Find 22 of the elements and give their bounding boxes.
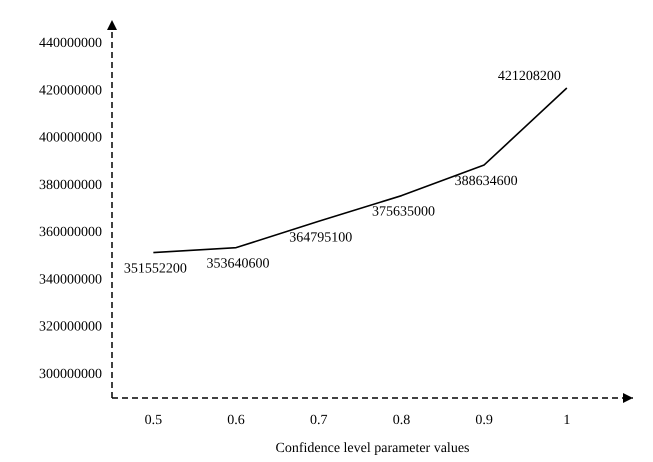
- x-tick-label: 0.8: [392, 413, 410, 428]
- data-label: 364795100: [289, 230, 352, 246]
- y-tick-label: 340000000: [39, 272, 102, 288]
- x-tick-label: 0.6: [227, 413, 245, 428]
- data-label: 421208200: [498, 69, 561, 84]
- y-tick-label: 420000000: [39, 83, 102, 98]
- line-series: [152, 87, 568, 254]
- y-tick-label: 380000000: [39, 178, 102, 193]
- data-label: 375635000: [372, 204, 435, 220]
- data-label: 388634600: [454, 174, 518, 189]
- data-label: 353640600: [206, 256, 270, 272]
- y-tick-label: 360000000: [39, 225, 102, 240]
- x-tick-label: 1: [563, 413, 570, 428]
- data-label: 351552200: [124, 262, 187, 277]
- y-tick-label: 400000000: [39, 130, 102, 146]
- y-tick-label: 320000000: [39, 320, 102, 335]
- y-tick-label: 440000000: [39, 36, 102, 52]
- x-axis-title: Confidence level parameter values: [276, 441, 470, 456]
- x-tick-label: 0.5: [144, 413, 162, 428]
- x-tick-label: 0.7: [310, 413, 328, 428]
- x-tick-label: 0.9: [475, 413, 493, 428]
- y-tick-label: 300000000: [39, 366, 102, 382]
